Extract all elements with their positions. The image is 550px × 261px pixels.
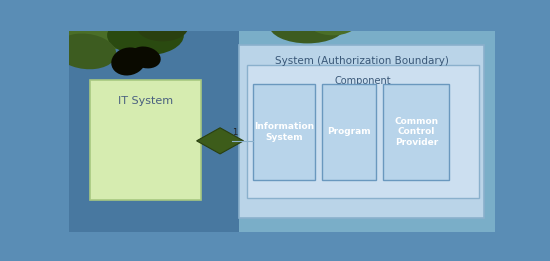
FancyBboxPatch shape xyxy=(383,84,449,180)
FancyBboxPatch shape xyxy=(239,45,485,218)
Text: Information
System: Information System xyxy=(254,122,314,141)
Text: 1: 1 xyxy=(232,128,238,137)
FancyBboxPatch shape xyxy=(253,84,315,180)
FancyBboxPatch shape xyxy=(322,84,376,180)
Ellipse shape xyxy=(111,48,146,75)
FancyBboxPatch shape xyxy=(90,80,201,200)
FancyBboxPatch shape xyxy=(69,31,248,232)
Polygon shape xyxy=(197,128,244,154)
Ellipse shape xyxy=(52,0,163,49)
Ellipse shape xyxy=(137,13,188,41)
Text: System (Authorization Boundary): System (Authorization Boundary) xyxy=(275,56,449,67)
FancyBboxPatch shape xyxy=(239,31,495,232)
Ellipse shape xyxy=(307,7,359,35)
Text: IT System: IT System xyxy=(118,96,173,106)
Ellipse shape xyxy=(107,15,184,55)
Ellipse shape xyxy=(130,46,161,68)
Ellipse shape xyxy=(269,7,346,43)
Text: Common
Control
Provider: Common Control Provider xyxy=(394,117,438,147)
Ellipse shape xyxy=(56,34,116,69)
Text: Program: Program xyxy=(327,127,371,136)
FancyBboxPatch shape xyxy=(247,66,479,198)
Text: Component: Component xyxy=(335,75,392,86)
